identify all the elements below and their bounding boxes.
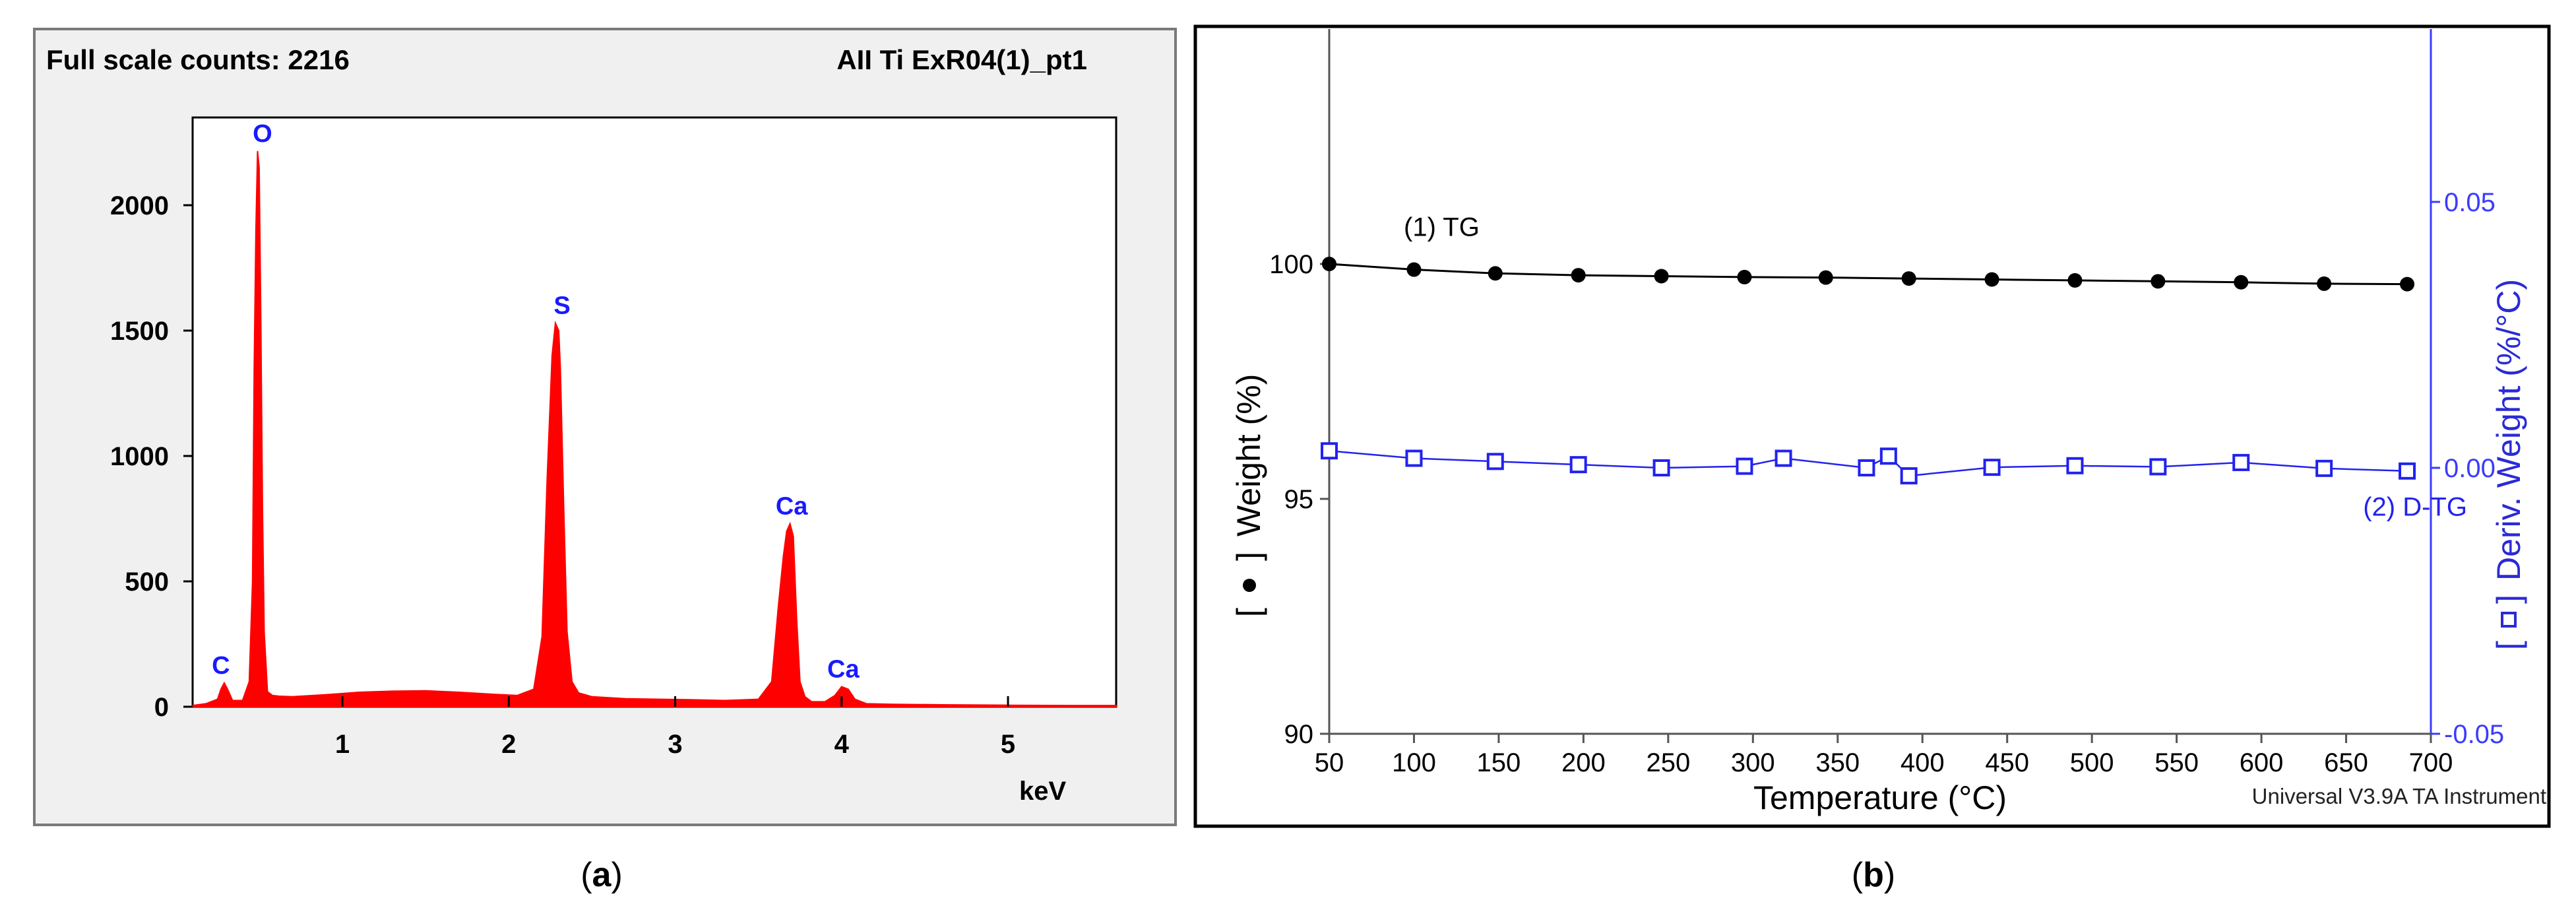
tga-x-tick-label: 200 xyxy=(1561,748,1606,777)
eds-y-tick-label: 1500 xyxy=(110,317,169,346)
tga-x-tick-label: 100 xyxy=(1392,748,1436,777)
tg-point xyxy=(1654,269,1669,284)
tg-point xyxy=(1737,269,1752,284)
tga-y2-axis-label: Deriv. Weight (%/°C) xyxy=(2490,279,2527,581)
eds-peak-label: Ca xyxy=(827,656,860,684)
dtg-point xyxy=(1736,457,1753,475)
dtg-point xyxy=(2232,453,2250,471)
tg-point xyxy=(2317,276,2332,291)
tg-point xyxy=(1406,262,1422,277)
dtg-point xyxy=(1879,447,1897,465)
eds-peak-label: S xyxy=(553,292,570,320)
tga-left-axis-title: [ ] Weight (%) xyxy=(1230,374,1267,617)
tga-x-tick-label: 350 xyxy=(1815,748,1860,777)
tg-point xyxy=(2400,276,2415,292)
eds-y-tick-label: 0 xyxy=(154,693,169,722)
eds-x-tick-label: 5 xyxy=(1001,730,1015,759)
dtg-series-label: (2) D-TG xyxy=(2363,493,2467,522)
dtg-point xyxy=(2315,459,2333,477)
tga-software-label: Universal V3.9A TA Instrument xyxy=(2252,784,2546,808)
dtg-point xyxy=(1983,459,2001,476)
tg-point xyxy=(1488,266,1503,281)
panel-b-caption: (b) xyxy=(1852,856,1895,894)
tga-right-axis-title: [ ] Deriv. Weight (%/°C) xyxy=(2490,279,2527,650)
dtg-point xyxy=(1569,456,1587,474)
dtg-point xyxy=(2149,458,2167,476)
tga-right-bracket-open: [ xyxy=(2490,641,2527,650)
tg-point xyxy=(2067,273,2083,288)
tg-line xyxy=(1329,263,2408,286)
eds-x-tick-label: 1 xyxy=(335,730,350,759)
eds-peak-label: Ca xyxy=(776,493,808,521)
tg-point xyxy=(1571,268,1586,283)
tga-x-tick-label: 600 xyxy=(2240,748,2284,777)
eds-peak-label: C xyxy=(212,652,230,680)
tga-x-tick-label: 400 xyxy=(1901,748,1945,777)
tga-left-legend-marker-icon xyxy=(1243,579,1256,592)
dtg-point xyxy=(2399,462,2416,480)
dtg-point xyxy=(2066,457,2084,474)
tga-x-tick-label: 500 xyxy=(2070,748,2114,777)
tga-x-tick-label: 650 xyxy=(2324,748,2368,777)
eds-spectrum-area xyxy=(192,150,1117,707)
dtg-point xyxy=(1775,449,1792,467)
tga-x-tick-label: 150 xyxy=(1477,748,1521,777)
dtg-point xyxy=(1405,449,1423,467)
tga-y2-tick-label: -0.05 xyxy=(2444,720,2504,749)
tga-y2-tick-label: 0.00 xyxy=(2444,454,2496,483)
tg-series-label: (1) TG xyxy=(1404,212,1480,242)
tga-left-bracket-close: ] xyxy=(1230,552,1267,561)
eds-x-axis-label: keV xyxy=(1019,777,1066,806)
dtg-point xyxy=(1652,459,1670,476)
eds-header-left: Full scale counts: 2216 xyxy=(46,44,350,75)
tga-y-tick-label: 100 xyxy=(1269,250,1313,279)
panel-a: Full scale counts: 2216 AII Ti ExR04(1)_… xyxy=(33,28,1177,826)
tga-left-bracket-open: [ xyxy=(1230,608,1267,617)
eds-x-tick-label: 3 xyxy=(668,730,682,759)
tga-right-bracket-close: ] xyxy=(2490,595,2527,604)
eds-y-tick-label: 1000 xyxy=(110,442,169,471)
tg-point xyxy=(1322,257,1336,271)
dtg-point xyxy=(1321,442,1338,460)
dtg-line xyxy=(1329,449,2408,477)
panel-b: 50 100 150 200 250 300 350 400 450 500 550 600 650 70… xyxy=(1193,24,2551,828)
panel-a-caption: (a) xyxy=(581,856,623,894)
dtg-point xyxy=(1858,459,1875,476)
eds-peak-label: O xyxy=(253,120,272,148)
eds-x-tick-label: 2 xyxy=(501,730,516,759)
tg-point xyxy=(2151,274,2166,289)
tga-x-axis-label: Temperature (°C) xyxy=(1753,779,2007,816)
tg-point xyxy=(1818,270,1833,285)
tg-point xyxy=(1901,271,1916,286)
eds-y-tick-label: 2000 xyxy=(110,191,169,220)
tga-y2-tick-label: 0.05 xyxy=(2444,188,2496,217)
tga-x-tick-label: 550 xyxy=(2154,748,2199,777)
panel-b-frame xyxy=(1193,24,2551,828)
tg-point xyxy=(1984,272,1999,287)
dtg-point xyxy=(1900,467,1918,485)
tg-point xyxy=(2234,275,2249,290)
tga-x-tick-label: 50 xyxy=(1315,748,1344,777)
tga-x-tick-label: 450 xyxy=(1985,748,2029,777)
tga-x-tick-label: 300 xyxy=(1731,748,1775,777)
tga-x-tick-label: 250 xyxy=(1646,748,1690,777)
eds-header-right: AII Ti ExR04(1)_pt1 xyxy=(836,44,1087,75)
eds-axes: 1 2 3 4 5 0 500 1000 1500 2000 xyxy=(110,191,1015,759)
dtg-point xyxy=(1486,453,1504,470)
eds-y-tick-label: 500 xyxy=(125,568,169,597)
tga-x-tick-label: 700 xyxy=(2409,748,2453,777)
tga-y-axis-label: Weight (%) xyxy=(1230,374,1267,536)
eds-x-tick-label: 4 xyxy=(834,730,850,759)
tga-y-tick-label: 90 xyxy=(1284,720,1314,749)
eds-plot-area xyxy=(191,116,1117,708)
tga-y-tick-label: 95 xyxy=(1284,485,1314,514)
tga-axes: 50 100 150 200 250 300 350 400 450 500 550 600 650 70… xyxy=(1269,188,2504,777)
tga-right-legend-marker-icon xyxy=(2501,612,2517,628)
